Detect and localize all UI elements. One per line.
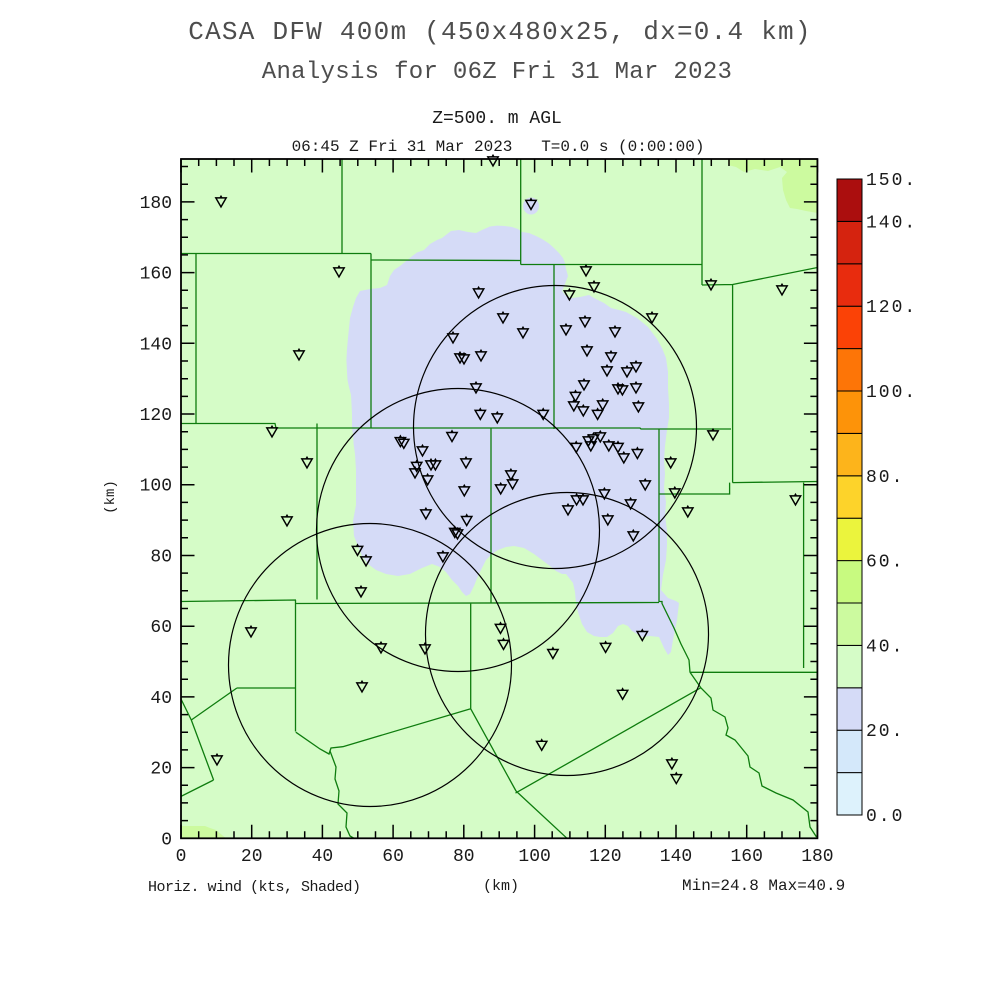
svg-text:100.: 100. (866, 383, 917, 403)
svg-text:40: 40 (150, 689, 172, 709)
svg-text:20.: 20. (866, 722, 904, 742)
svg-text:180: 180 (140, 194, 172, 214)
svg-text:80: 80 (453, 847, 475, 867)
svg-text:06:45 Z Fri 31 Mar 2023 T=0.: 06:45 Z Fri 31 Mar 2023 T=0.0 s (0:00:00… (292, 138, 705, 156)
svg-text:180: 180 (801, 847, 833, 867)
svg-text:20: 20 (241, 847, 263, 867)
svg-text:140: 140 (140, 335, 172, 355)
svg-text:120.: 120. (866, 298, 917, 318)
svg-text:40.: 40. (866, 637, 904, 657)
svg-text:120: 120 (140, 406, 172, 426)
svg-text:Analysis for 06Z Fri 31 Mar 20: Analysis for 06Z Fri 31 Mar 2023 (262, 59, 732, 86)
svg-text:40: 40 (312, 847, 334, 867)
svg-text:0.0: 0.0 (866, 807, 904, 827)
svg-text:160: 160 (140, 265, 172, 285)
svg-text:20: 20 (150, 760, 172, 780)
svg-text:Horiz. wind (kts, Shaded): Horiz. wind (kts, Shaded) (148, 879, 361, 896)
svg-text:0: 0 (161, 830, 172, 850)
svg-text:60.: 60. (866, 553, 904, 573)
svg-text:CASA DFW 400m (450x480x25, dx=: CASA DFW 400m (450x480x25, dx=0.4 km) (188, 17, 812, 47)
svg-text:80: 80 (150, 548, 172, 568)
svg-text:0: 0 (176, 847, 187, 867)
svg-text:100: 100 (518, 847, 550, 867)
svg-text:80.: 80. (866, 468, 904, 488)
svg-text:Min=24.8 Max=40.9: Min=24.8 Max=40.9 (682, 877, 845, 895)
svg-text:60: 60 (382, 847, 404, 867)
svg-text:(km): (km) (103, 480, 119, 514)
svg-text:Z=500. m AGL: Z=500. m AGL (432, 109, 562, 129)
svg-text:160: 160 (730, 847, 762, 867)
svg-text:150.: 150. (866, 171, 917, 191)
svg-text:120: 120 (589, 847, 621, 867)
svg-text:140.: 140. (866, 213, 917, 233)
svg-text:100: 100 (140, 477, 172, 497)
svg-text:(km): (km) (483, 878, 519, 895)
svg-text:60: 60 (150, 618, 172, 638)
svg-text:140: 140 (660, 847, 692, 867)
